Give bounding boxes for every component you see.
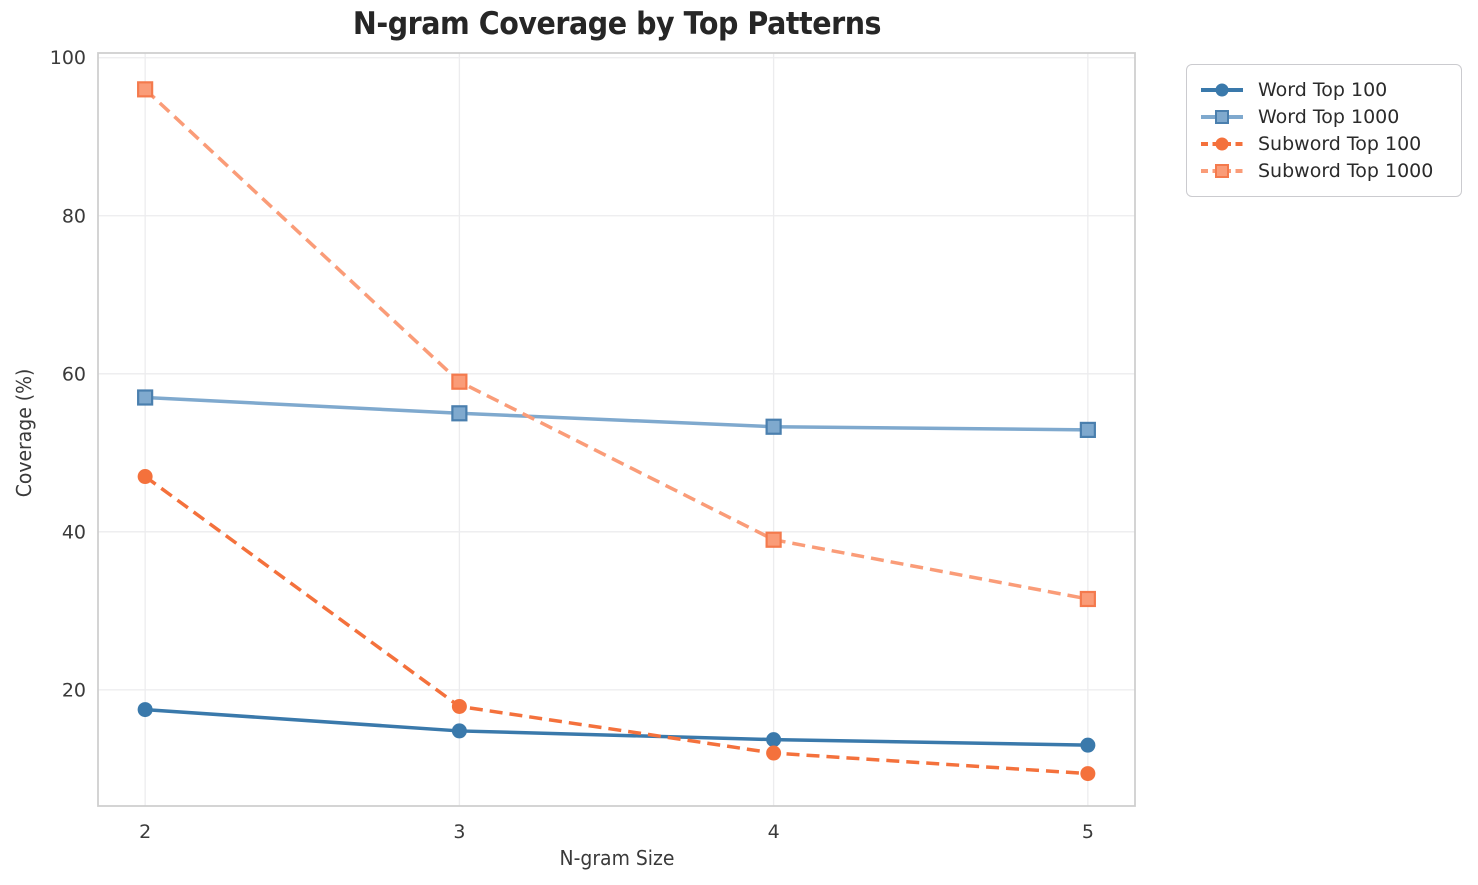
legend-label: Subword Top 100 — [1258, 133, 1422, 156]
y-tick-label: 80 — [62, 205, 86, 227]
series-line — [143, 88, 1089, 601]
data-point-marker — [1080, 737, 1096, 753]
data-point-marker — [137, 702, 153, 718]
data-point-marker — [137, 389, 154, 406]
x-tick-label: 5 — [1082, 821, 1094, 843]
legend-item: Subword Top 1000 — [1199, 158, 1443, 185]
x-tick-label: 3 — [453, 821, 465, 843]
x-tick-label: 4 — [768, 821, 780, 843]
data-point-marker — [451, 698, 467, 714]
data-point-marker — [1079, 590, 1096, 608]
y-tick-label: 40 — [62, 521, 86, 543]
data-point-marker — [137, 469, 153, 485]
legend-label: Word Top 1000 — [1258, 105, 1400, 128]
legend-swatch — [1199, 79, 1245, 101]
y-tick-label: 20 — [62, 679, 86, 701]
legend-marker-icon — [1215, 164, 1229, 179]
legend-swatch — [1199, 106, 1245, 128]
data-point-marker — [137, 81, 154, 98]
series-line — [145, 707, 1088, 747]
series-line — [144, 475, 1088, 776]
x-axis-label: N-gram Size — [559, 846, 675, 870]
data-point-marker — [765, 418, 782, 435]
legend-item: Subword Top 100 — [1199, 131, 1443, 158]
data-point-marker — [451, 723, 467, 739]
y-tick-label: 100 — [50, 47, 86, 69]
data-point-marker — [1080, 766, 1096, 782]
data-point-marker — [766, 745, 782, 761]
legend: Word Top 100 Word Top 1000 Subword Top 100… — [1186, 64, 1462, 197]
legend-swatch — [1199, 160, 1245, 182]
legend-marker-icon — [1215, 109, 1229, 124]
axes-frame — [97, 52, 1136, 807]
legend-swatch — [1199, 133, 1245, 155]
legend-marker-icon — [1215, 83, 1229, 97]
data-point-marker — [765, 531, 782, 548]
data-point-marker — [451, 405, 468, 422]
data-point-marker — [451, 373, 468, 390]
chart-title: N-gram Coverage by Top Patterns — [352, 6, 882, 42]
legend-label: Subword Top 1000 — [1258, 160, 1434, 183]
legend-item: Word Top 1000 — [1199, 103, 1443, 130]
data-point-marker — [1079, 421, 1096, 438]
y-tick-label: 60 — [62, 363, 86, 385]
legend-label: Word Top 100 — [1258, 78, 1388, 101]
data-point-marker — [766, 732, 782, 748]
x-tick-label: 2 — [139, 821, 151, 843]
series-line — [145, 395, 1088, 432]
legend-item: Word Top 100 — [1199, 76, 1443, 103]
legend-marker-icon — [1215, 137, 1229, 151]
